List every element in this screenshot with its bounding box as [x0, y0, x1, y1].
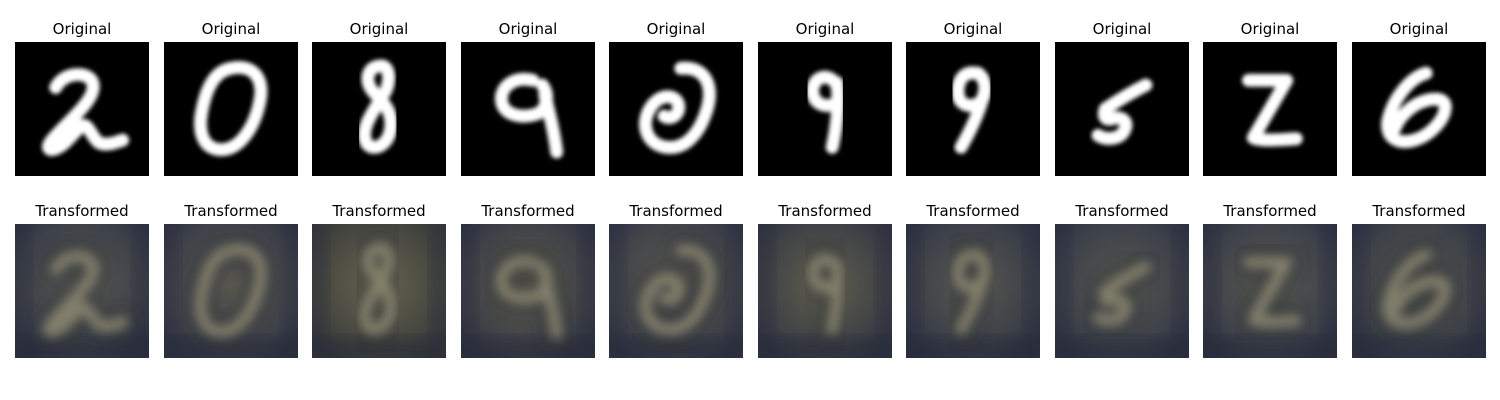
original-digit-image	[164, 42, 298, 176]
transformed-title: Transformed	[926, 202, 1020, 220]
transformed-digit-image	[15, 224, 149, 358]
transformed-digit-image	[1352, 224, 1486, 358]
transformed-title: Transformed	[481, 202, 575, 220]
transformed-digit-image	[758, 224, 892, 358]
transformed-digit-image	[1055, 224, 1189, 358]
original-title: Original	[201, 20, 261, 38]
original-digit-image	[1203, 42, 1337, 176]
transformed-title: Transformed	[35, 202, 129, 220]
transformed-title: Transformed	[1223, 202, 1317, 220]
transformed-digit-image	[906, 224, 1040, 358]
original-title: Original	[1389, 20, 1449, 38]
original-title: Original	[646, 20, 706, 38]
original-title: Original	[795, 20, 855, 38]
transformed-title: Transformed	[1372, 202, 1466, 220]
original-digit-image	[758, 42, 892, 176]
transformed-digit-image	[312, 224, 446, 358]
original-digit-image	[461, 42, 595, 176]
transformed-title: Transformed	[184, 202, 278, 220]
original-title: Original	[943, 20, 1003, 38]
transformed-digit-image	[1203, 224, 1337, 358]
original-digit-image	[1352, 42, 1486, 176]
original-title: Original	[1092, 20, 1152, 38]
original-digit-image	[906, 42, 1040, 176]
original-title: Original	[349, 20, 409, 38]
transformed-digit-image	[461, 224, 595, 358]
original-digit-image	[1055, 42, 1189, 176]
original-title: Original	[1240, 20, 1300, 38]
original-digit-image	[312, 42, 446, 176]
transformed-title: Transformed	[778, 202, 872, 220]
transformed-title: Transformed	[1075, 202, 1169, 220]
transformed-title: Transformed	[629, 202, 723, 220]
transformed-digit-image	[609, 224, 743, 358]
transformed-digit-image	[164, 224, 298, 358]
original-title: Original	[498, 20, 558, 38]
original-title: Original	[52, 20, 112, 38]
original-digit-image	[609, 42, 743, 176]
original-digit-image	[15, 42, 149, 176]
transformed-title: Transformed	[332, 202, 426, 220]
